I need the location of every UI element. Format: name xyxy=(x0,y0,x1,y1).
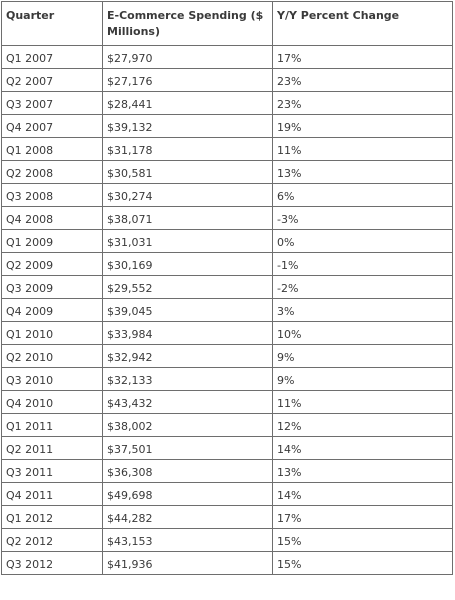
spending-cell: $27,176 xyxy=(102,68,273,92)
table-row: Q2 2008 $30,581 13% xyxy=(1,160,453,184)
spending-cell: $44,282 xyxy=(102,505,273,529)
quarter-cell: Q3 2012 xyxy=(1,551,103,575)
quarter-cell: Q1 2010 xyxy=(1,321,103,345)
quarter-cell: Q3 2007 xyxy=(1,91,103,115)
column-header-quarter: Quarter xyxy=(1,1,103,46)
change-cell: 3% xyxy=(272,298,453,322)
table-body: Q1 2007 $27,970 17% Q2 2007 $27,176 23% Q3 200… xyxy=(1,45,453,575)
change-cell: 9% xyxy=(272,367,453,391)
table-row: Q1 2008 $31,178 11% xyxy=(1,137,453,161)
spending-table-container: Quarter E-Commerce Spending ($ Millions)… xyxy=(1,1,453,575)
spending-cell: $43,153 xyxy=(102,528,273,552)
quarter-cell: Q1 2012 xyxy=(1,505,103,529)
change-cell: 13% xyxy=(272,160,453,184)
quarter-cell: Q2 2011 xyxy=(1,436,103,460)
quarter-cell: Q4 2008 xyxy=(1,206,103,230)
change-cell: 11% xyxy=(272,390,453,414)
change-cell: 17% xyxy=(272,505,453,529)
change-cell: 6% xyxy=(272,183,453,207)
spending-cell: $31,031 xyxy=(102,229,273,253)
spending-cell: $37,501 xyxy=(102,436,273,460)
change-cell: 12% xyxy=(272,413,453,437)
change-cell: 14% xyxy=(272,436,453,460)
change-cell: 11% xyxy=(272,137,453,161)
table-row: Q1 2010 $33,984 10% xyxy=(1,321,453,345)
spending-cell: $29,552 xyxy=(102,275,273,299)
change-cell: 23% xyxy=(272,68,453,92)
table-row: Q4 2010 $43,432 11% xyxy=(1,390,453,414)
quarter-cell: Q1 2011 xyxy=(1,413,103,437)
spending-cell: $49,698 xyxy=(102,482,273,506)
spending-cell: $38,002 xyxy=(102,413,273,437)
spending-cell: $33,984 xyxy=(102,321,273,345)
spending-cell: $27,970 xyxy=(102,45,273,69)
quarter-cell: Q3 2010 xyxy=(1,367,103,391)
table-row: Q3 2010 $32,133 9% xyxy=(1,367,453,391)
quarter-cell: Q4 2011 xyxy=(1,482,103,506)
quarter-cell: Q1 2007 xyxy=(1,45,103,69)
change-cell: 15% xyxy=(272,528,453,552)
change-cell: 14% xyxy=(272,482,453,506)
quarter-cell: Q4 2010 xyxy=(1,390,103,414)
header-row: Quarter E-Commerce Spending ($ Millions)… xyxy=(1,1,453,46)
table-row: Q1 2012 $44,282 17% xyxy=(1,505,453,529)
table-row: Q3 2008 $30,274 6% xyxy=(1,183,453,207)
table-row: Q2 2011 $37,501 14% xyxy=(1,436,453,460)
change-cell: 13% xyxy=(272,459,453,483)
quarter-cell: Q2 2009 xyxy=(1,252,103,276)
table-row: Q3 2012 $41,936 15% xyxy=(1,551,453,575)
spending-cell: $36,308 xyxy=(102,459,273,483)
table-row: Q3 2007 $28,441 23% xyxy=(1,91,453,115)
change-cell: 9% xyxy=(272,344,453,368)
spending-cell: $32,133 xyxy=(102,367,273,391)
table-row: Q1 2007 $27,970 17% xyxy=(1,45,453,69)
table-row: Q4 2007 $39,132 19% xyxy=(1,114,453,138)
change-cell: 0% xyxy=(272,229,453,253)
quarter-cell: Q3 2011 xyxy=(1,459,103,483)
change-cell: 17% xyxy=(272,45,453,69)
spending-cell: $43,432 xyxy=(102,390,273,414)
table-row: Q3 2011 $36,308 13% xyxy=(1,459,453,483)
quarter-cell: Q2 2007 xyxy=(1,68,103,92)
quarter-cell: Q3 2009 xyxy=(1,275,103,299)
table-row: Q1 2009 $31,031 0% xyxy=(1,229,453,253)
quarter-cell: Q2 2008 xyxy=(1,160,103,184)
table-row: Q4 2011 $49,698 14% xyxy=(1,482,453,506)
spending-cell: $30,274 xyxy=(102,183,273,207)
spending-cell: $38,071 xyxy=(102,206,273,230)
spending-cell: $30,581 xyxy=(102,160,273,184)
ecommerce-spending-table: Quarter E-Commerce Spending ($ Millions)… xyxy=(1,1,453,575)
spending-cell: $30,169 xyxy=(102,252,273,276)
quarter-cell: Q2 2010 xyxy=(1,344,103,368)
change-cell: -2% xyxy=(272,275,453,299)
change-cell: 10% xyxy=(272,321,453,345)
quarter-cell: Q4 2009 xyxy=(1,298,103,322)
table-row: Q4 2008 $38,071 -3% xyxy=(1,206,453,230)
spending-cell: $39,132 xyxy=(102,114,273,138)
table-row: Q2 2009 $30,169 -1% xyxy=(1,252,453,276)
spending-cell: $31,178 xyxy=(102,137,273,161)
change-cell: 23% xyxy=(272,91,453,115)
change-cell: -1% xyxy=(272,252,453,276)
table-row: Q2 2012 $43,153 15% xyxy=(1,528,453,552)
column-header-change: Y/Y Percent Change xyxy=(272,1,453,46)
quarter-cell: Q4 2007 xyxy=(1,114,103,138)
quarter-cell: Q3 2008 xyxy=(1,183,103,207)
change-cell: 15% xyxy=(272,551,453,575)
spending-cell: $32,942 xyxy=(102,344,273,368)
column-header-spending: E-Commerce Spending ($ Millions) xyxy=(102,1,273,46)
spending-cell: $28,441 xyxy=(102,91,273,115)
spending-cell: $39,045 xyxy=(102,298,273,322)
quarter-cell: Q2 2012 xyxy=(1,528,103,552)
table-row: Q2 2010 $32,942 9% xyxy=(1,344,453,368)
spending-cell: $41,936 xyxy=(102,551,273,575)
quarter-cell: Q1 2009 xyxy=(1,229,103,253)
quarter-cell: Q1 2008 xyxy=(1,137,103,161)
change-cell: 19% xyxy=(272,114,453,138)
change-cell: -3% xyxy=(272,206,453,230)
table-row: Q2 2007 $27,176 23% xyxy=(1,68,453,92)
table-row: Q3 2009 $29,552 -2% xyxy=(1,275,453,299)
table-row: Q4 2009 $39,045 3% xyxy=(1,298,453,322)
table-row: Q1 2011 $38,002 12% xyxy=(1,413,453,437)
